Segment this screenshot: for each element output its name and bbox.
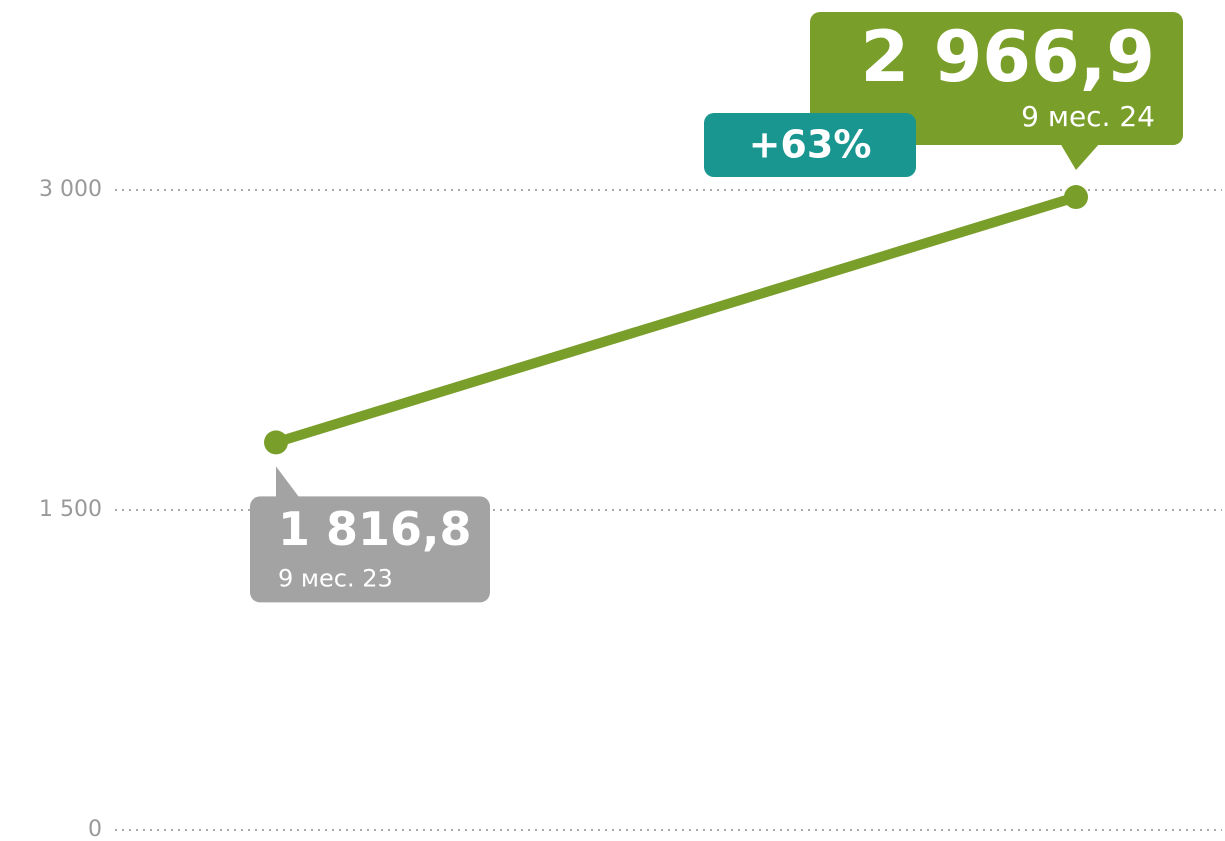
value-label: 2 966,9 — [861, 16, 1156, 98]
category-label: 9 мес. 24 — [1021, 100, 1155, 133]
value-label: 1 816,8 — [278, 502, 472, 556]
annotation: +63% — [749, 123, 872, 167]
callout-pointer — [1060, 143, 1100, 171]
callout-pointer — [276, 466, 300, 499]
y-tick-label: 0 — [88, 817, 102, 841]
point — [264, 430, 288, 455]
point — [1064, 185, 1088, 210]
annotation-box — [704, 113, 916, 177]
y-tick-label: 1 500 — [39, 497, 102, 522]
y-tick-label: 3 000 — [39, 177, 102, 202]
callout — [810, 12, 1183, 145]
callout — [250, 496, 490, 603]
category-label: 9 мес. 23 — [278, 564, 393, 592]
line — [271, 192, 1081, 448]
